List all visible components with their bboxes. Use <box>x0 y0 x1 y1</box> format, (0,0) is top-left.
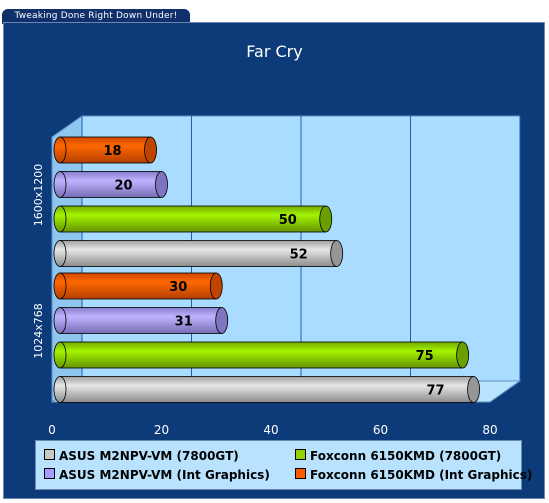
bar-value-label: 75 <box>416 349 434 364</box>
legend-label: ASUS M2NPV-VM (Int Graphics) <box>59 468 270 482</box>
bar-left-cap <box>53 376 67 403</box>
site-banner: Tweaking Done Right Down Under! <box>2 9 190 24</box>
bar-end-cap <box>456 341 470 369</box>
bar-body <box>59 136 151 164</box>
legend-swatch <box>295 468 306 479</box>
bar-value-label: 50 <box>279 213 297 228</box>
bar-body <box>59 171 162 198</box>
x-tick-label: 40 <box>263 423 278 437</box>
legend-swatch <box>295 449 306 460</box>
legend-item-foxconn-7800gt: Foxconn 6150KMD (7800GT) <box>295 449 501 463</box>
bar-left-cap <box>53 205 67 233</box>
legend-swatch <box>44 449 55 460</box>
floor-gridline <box>489 380 521 403</box>
legend-item-foxconn-int: Foxconn 6150KMD (Int Graphics) <box>295 468 532 482</box>
bar-end-cap <box>144 136 157 164</box>
bar-left-cap <box>53 136 67 164</box>
bar-end-cap <box>209 272 223 300</box>
bar-left-cap <box>53 171 67 198</box>
bar-value-label: 31 <box>175 315 193 330</box>
bar-value-label: 52 <box>290 248 308 263</box>
bar-value-label: 18 <box>104 144 122 159</box>
legend-label: Foxconn 6150KMD (Int Graphics) <box>310 468 533 482</box>
bar-end-cap <box>215 307 229 334</box>
y-category-label: 1024x768 <box>32 303 45 359</box>
bar-value-label: 77 <box>427 384 445 399</box>
x-tick-label: 80 <box>482 423 497 437</box>
y-category-label: 1600x1200 <box>32 164 45 227</box>
bar-left-cap <box>53 272 67 300</box>
bar-end-cap <box>467 376 480 403</box>
bar-left-cap <box>53 240 67 267</box>
bar-body <box>59 376 474 403</box>
chart-title: Far Cry <box>246 42 303 61</box>
bar-end-cap <box>330 240 344 267</box>
x-tick-label: 60 <box>373 423 388 437</box>
legend-item-asus-int: ASUS M2NPV-VM (Int Graphics) <box>44 468 270 482</box>
bar-body <box>59 307 223 334</box>
bar-body <box>59 341 464 369</box>
bar-body <box>59 272 217 300</box>
legend-label: Foxconn 6150KMD (7800GT) <box>310 449 502 463</box>
chart-legend: ASUS M2NPV-VM (7800GT) Foxconn 6150KMD (… <box>35 440 532 490</box>
bar-value-label: 20 <box>114 179 132 194</box>
legend-item-asus-7800gt: ASUS M2NPV-VM (7800GT) <box>44 449 239 463</box>
legend-label: ASUS M2NPV-VM (7800GT) <box>59 449 239 463</box>
x-tick-label: 20 <box>154 423 169 437</box>
bar-left-cap <box>53 307 67 334</box>
bar-value-label: 30 <box>169 280 187 295</box>
legend-swatch <box>44 468 55 479</box>
bar-end-cap <box>319 205 333 233</box>
x-tick-label: 0 <box>48 423 56 437</box>
bar-end-cap <box>155 171 168 198</box>
bar-left-cap <box>53 341 67 369</box>
